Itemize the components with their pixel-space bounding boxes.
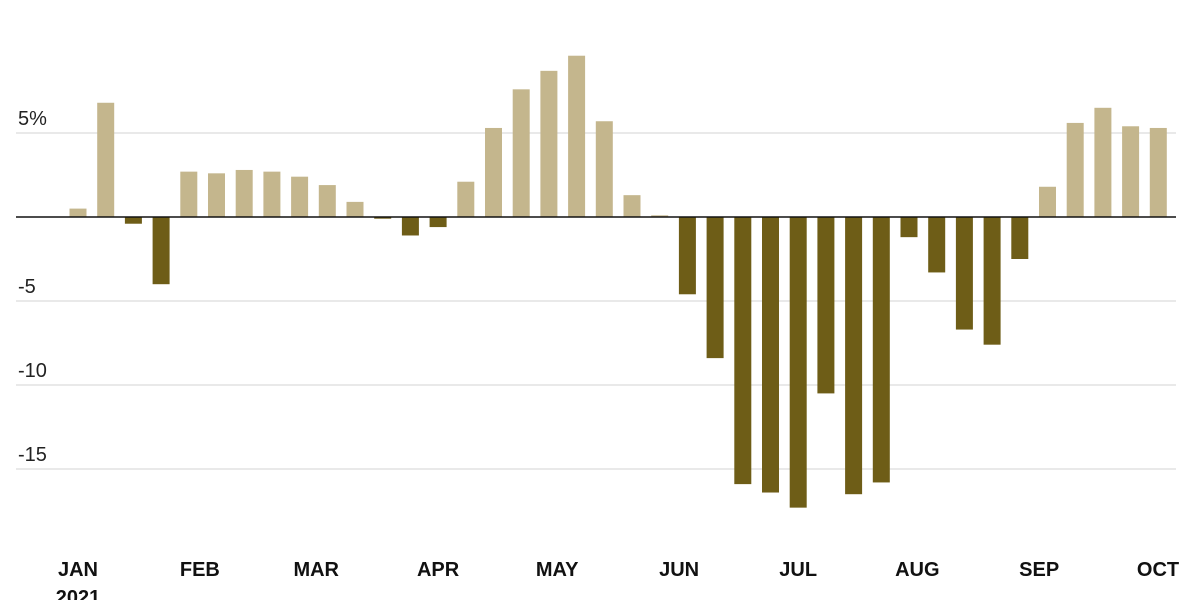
bar: [900, 217, 918, 238]
bar: [678, 217, 696, 295]
bar: [1011, 217, 1029, 259]
bar: [540, 70, 558, 217]
bar: [845, 217, 863, 495]
bar: [706, 217, 724, 359]
bar: [817, 217, 835, 394]
y-axis-ticks: 5% -5 -10 -15: [18, 108, 47, 466]
bar: [124, 217, 142, 224]
x-tick-label: JAN: [58, 559, 98, 581]
bar: [429, 217, 447, 228]
x-tick-label: MAY: [536, 559, 579, 581]
bar: [97, 102, 115, 217]
bar: [346, 201, 364, 217]
bar: [623, 195, 641, 217]
bar: [1094, 107, 1112, 217]
bar: [457, 181, 475, 217]
bar: [568, 55, 586, 217]
bar: [1122, 126, 1140, 217]
bar: [1066, 122, 1084, 217]
bar: [872, 217, 890, 483]
y-tick-label: 5%: [18, 108, 47, 130]
bar: [789, 217, 807, 508]
y-tick-label: -10: [18, 360, 47, 382]
bar: [318, 185, 336, 217]
x-tick-label: AUG: [895, 559, 939, 581]
bar: [595, 121, 613, 217]
bar: [69, 208, 87, 217]
bar: [955, 217, 973, 330]
x-tick-sublabel: 2021: [56, 587, 101, 600]
bar: [651, 215, 669, 217]
x-tick-label: MAR: [293, 559, 339, 581]
bar: [1039, 186, 1056, 217]
bar: [401, 217, 419, 236]
bar: [512, 89, 530, 217]
bar: [180, 171, 198, 217]
x-tick-label: OCT: [1137, 559, 1179, 581]
bar: [485, 127, 502, 217]
x-tick-label: JUN: [659, 559, 699, 581]
y-tick-label: -15: [18, 444, 47, 466]
x-tick-label: FEB: [180, 559, 220, 581]
x-axis-ticks: JAN 2021 FEB MAR APR MAY JUN JUL AUG SEP OCT: [56, 559, 1179, 600]
bar: [983, 217, 1001, 345]
bar: [928, 217, 946, 273]
bar: [762, 217, 779, 493]
bar: [291, 176, 309, 217]
bar: [152, 217, 170, 285]
bar: [208, 173, 225, 217]
bar: [1149, 127, 1167, 217]
x-tick-label: SEP: [1019, 559, 1059, 581]
bars: [69, 55, 1167, 508]
bar: [734, 217, 752, 485]
y-tick-label: -5: [18, 276, 36, 298]
x-tick-label: APR: [417, 559, 460, 581]
bar: [263, 171, 281, 217]
x-tick-label: JUL: [779, 559, 817, 581]
bar: [235, 169, 253, 217]
bar: [374, 217, 392, 219]
